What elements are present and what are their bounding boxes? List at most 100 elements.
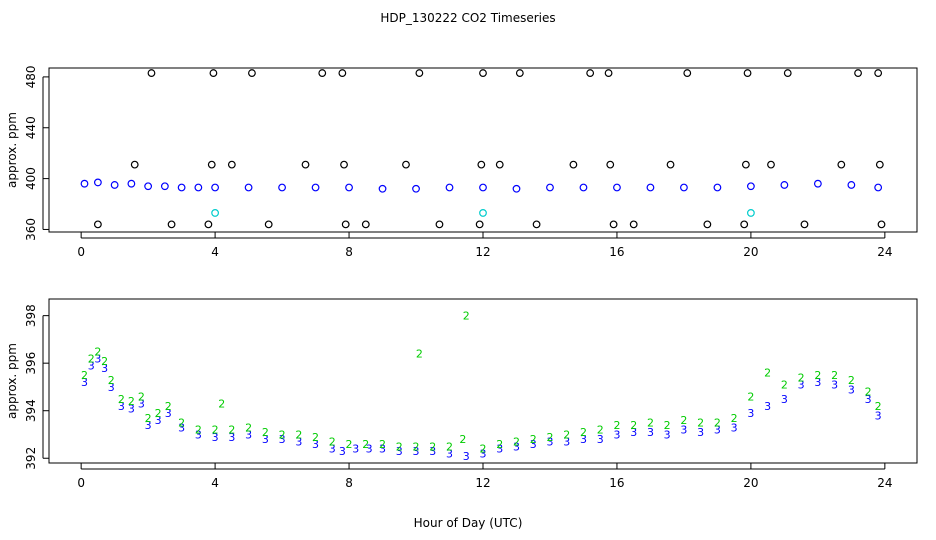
data-point: 2 xyxy=(731,412,738,425)
y-tick-label: 400 xyxy=(24,167,38,190)
data-point xyxy=(402,160,410,169)
data-point: 2 xyxy=(362,438,369,451)
plot-frame xyxy=(48,67,918,233)
y-tick-label: 480 xyxy=(24,65,38,88)
data-point: 3 xyxy=(262,433,269,446)
data-point: 2 xyxy=(245,421,252,434)
data-point xyxy=(854,69,862,77)
data-point xyxy=(204,220,213,229)
data-point: 2 xyxy=(463,310,470,323)
data-point: 3 xyxy=(312,438,319,451)
data-point xyxy=(479,69,487,77)
data-point: 3 xyxy=(747,407,754,420)
data-point xyxy=(227,160,236,169)
data-point: 3 xyxy=(413,445,420,458)
data-point xyxy=(875,160,884,169)
data-point: 2 xyxy=(513,436,520,449)
data-point: 3 xyxy=(118,400,125,413)
data-point: 3 xyxy=(145,419,152,432)
y-axis-label: approx. ppm xyxy=(5,112,19,188)
data-point xyxy=(167,220,176,229)
data-point xyxy=(783,69,792,77)
data-point: 3 xyxy=(165,407,172,420)
x-tick-label: 12 xyxy=(475,245,490,259)
data-point: 3 xyxy=(195,428,202,441)
data-point xyxy=(211,209,219,217)
data-point: 2 xyxy=(597,424,604,437)
data-point: 2 xyxy=(101,355,108,368)
y-axis-label: approx. ppm xyxy=(5,343,19,419)
data-point: 3 xyxy=(630,426,637,439)
x-axis-label: Hour of Day (UTC) xyxy=(414,516,523,530)
data-point: 2 xyxy=(312,431,319,444)
data-point xyxy=(646,183,655,192)
data-point: 2 xyxy=(798,371,805,384)
data-point: 2 xyxy=(118,393,125,406)
x-tick-label: 0 xyxy=(77,476,85,490)
y-tick-label: 396 xyxy=(24,352,38,375)
data-point xyxy=(93,178,102,187)
x-tick-label: 8 xyxy=(345,476,353,490)
data-point xyxy=(211,183,219,192)
data-point: 3 xyxy=(295,436,302,449)
data-point: 3 xyxy=(245,428,252,441)
data-point: 3 xyxy=(81,376,88,389)
data-point: 3 xyxy=(396,445,403,458)
data-point: 3 xyxy=(352,443,359,456)
data-point xyxy=(477,160,486,169)
data-point: 2 xyxy=(178,417,185,430)
data-point: 3 xyxy=(128,402,135,415)
data-point xyxy=(546,183,554,192)
x-tick-label: 16 xyxy=(609,476,624,490)
data-point: 2 xyxy=(94,345,101,358)
data-point: 3 xyxy=(178,421,185,434)
top-co2-panel: approx. ppm 0 4 8 12 16 20 24 360 400 440 480 xyxy=(5,65,918,259)
x-tick-label: 4 xyxy=(211,245,219,259)
data-point xyxy=(586,69,595,77)
x-tick-label: 16 xyxy=(609,245,624,259)
data-point: 2 xyxy=(329,436,336,449)
data-point: 3 xyxy=(463,450,470,463)
data-point xyxy=(780,181,789,189)
data-point xyxy=(194,183,203,192)
data-point xyxy=(532,220,541,229)
data-point xyxy=(666,160,675,169)
data-point: 2 xyxy=(346,438,353,451)
data-point xyxy=(244,183,253,192)
data-point xyxy=(264,220,273,229)
data-point xyxy=(435,220,444,229)
data-point: 2 xyxy=(218,398,225,411)
data-point xyxy=(127,179,136,188)
data-point xyxy=(683,69,692,77)
data-point: 3 xyxy=(228,431,235,444)
data-point xyxy=(747,209,755,217)
figure-title: HDP_130222 CO2 Timeseries xyxy=(380,11,555,25)
data-point: 2 xyxy=(228,424,235,437)
data-point: 3 xyxy=(875,409,882,422)
data-point: 2 xyxy=(212,424,219,437)
data-point xyxy=(318,69,327,77)
data-point xyxy=(515,69,524,77)
data-point: 2 xyxy=(580,426,587,439)
data-point: 3 xyxy=(88,360,95,373)
data-point xyxy=(703,220,712,229)
data-point: 2 xyxy=(429,440,436,453)
data-point: 3 xyxy=(848,383,855,396)
data-point xyxy=(144,182,153,191)
data-point: 2 xyxy=(630,419,637,432)
y-tick-label: 398 xyxy=(24,304,38,327)
data-point xyxy=(177,183,186,192)
data-point: 3 xyxy=(597,433,604,446)
data-point: 3 xyxy=(138,398,145,411)
data-point: 3 xyxy=(108,381,115,394)
data-point: 2 xyxy=(155,407,162,420)
x-tick-label: 20 xyxy=(743,476,758,490)
data-point: 3 xyxy=(697,426,704,439)
data-point xyxy=(713,183,722,192)
data-point xyxy=(847,181,856,189)
data-point: 3 xyxy=(480,447,487,460)
data-point: 2 xyxy=(664,419,671,432)
data-point xyxy=(837,160,846,169)
data-point: 2 xyxy=(647,417,654,430)
